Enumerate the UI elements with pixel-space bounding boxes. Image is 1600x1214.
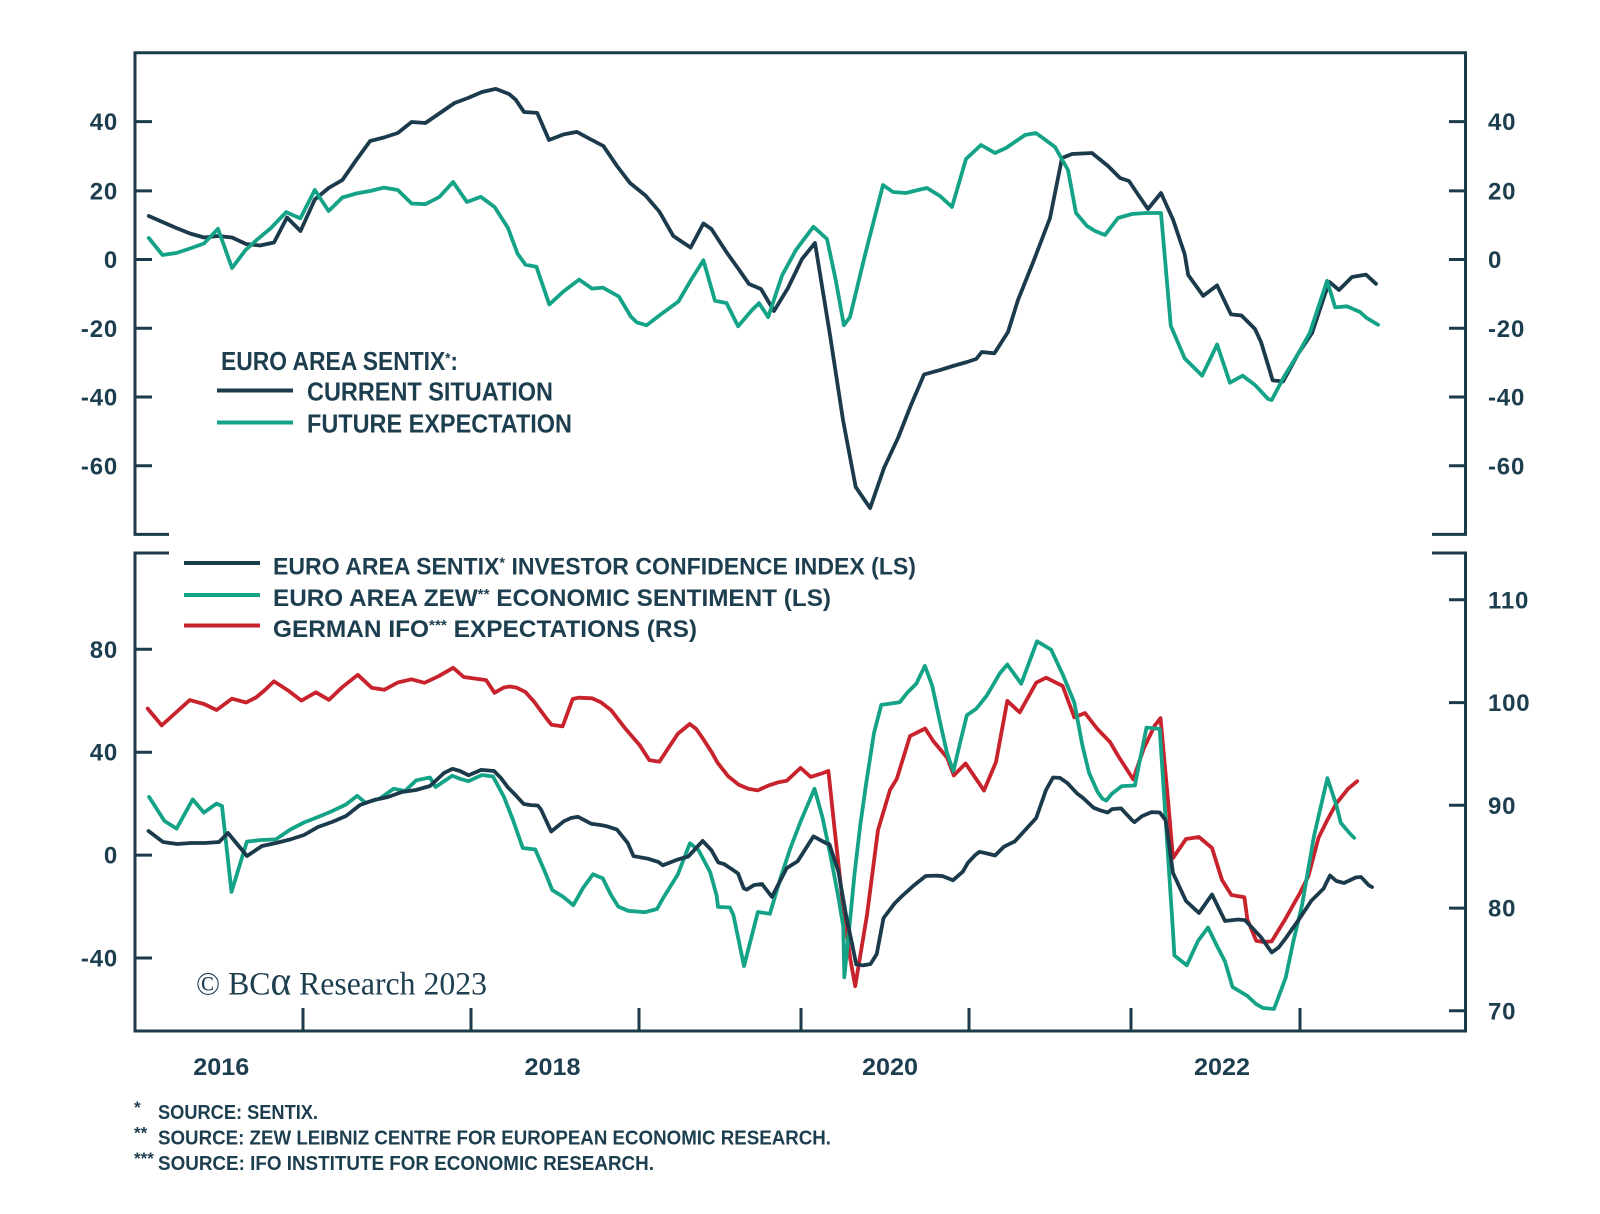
svg-text:-20: -20 <box>81 316 118 343</box>
svg-text:-40: -40 <box>81 946 118 973</box>
svg-text:SOURCE: SENTIX.: SOURCE: SENTIX. <box>158 1102 318 1124</box>
svg-text:***: *** <box>134 1149 154 1168</box>
svg-text:90: 90 <box>1488 793 1516 820</box>
svg-text:SOURCE: IFO INSTITUTE FOR ECON: SOURCE: IFO INSTITUTE FOR ECONOMIC RESEA… <box>158 1153 654 1175</box>
svg-text:100: 100 <box>1488 690 1530 717</box>
svg-text:-60: -60 <box>1488 453 1525 480</box>
svg-text:**: ** <box>134 1124 148 1143</box>
svg-text:110: 110 <box>1488 587 1529 614</box>
svg-text:40: 40 <box>90 109 118 136</box>
svg-text:-20: -20 <box>1488 316 1525 343</box>
svg-text:SOURCE: ZEW LEIBNIZ CENTRE FOR: SOURCE: ZEW LEIBNIZ CENTRE FOR EUROPEAN … <box>158 1128 831 1150</box>
svg-text:2016: 2016 <box>193 1054 249 1081</box>
svg-text:EURO AREA ZEW** ECONOMIC SENTI: EURO AREA ZEW ** ECONOMIC SENTIMENT (LS) <box>273 585 831 612</box>
svg-text:40: 40 <box>90 740 118 767</box>
svg-text:70: 70 <box>1488 998 1516 1025</box>
svg-text:0: 0 <box>104 247 118 274</box>
svg-text:EURO AREA SENTIX* INVESTOR CON: EURO AREA SENTIX* INVESTOR CONFIDENCE IN… <box>273 554 916 581</box>
svg-text:-40: -40 <box>81 385 118 412</box>
svg-text:CURRENT SITUATION: CURRENT SITUATION <box>307 377 553 407</box>
svg-text:GERMAN IFO*** EXPECTATIONS (RS: GERMAN IFO *** EXPECTATIONS (RS) <box>273 616 697 643</box>
svg-text:40: 40 <box>1488 109 1516 136</box>
svg-text:EURO AREA SENTIX*:: EURO AREA SENTIX*: <box>221 346 458 376</box>
svg-text:FUTURE EXPECTATION: FUTURE EXPECTATION <box>307 409 572 439</box>
svg-text:80: 80 <box>90 637 118 664</box>
svg-text:20: 20 <box>1488 178 1516 205</box>
svg-text:*: * <box>134 1098 141 1117</box>
svg-text:80: 80 <box>1488 896 1516 923</box>
svg-text:2020: 2020 <box>862 1054 918 1081</box>
svg-text:-60: -60 <box>81 453 118 480</box>
svg-text:0: 0 <box>1488 247 1502 274</box>
svg-text:0: 0 <box>104 843 118 870</box>
svg-text:2022: 2022 <box>1194 1054 1250 1081</box>
svg-text:2018: 2018 <box>525 1054 581 1081</box>
svg-text:20: 20 <box>90 178 118 205</box>
svg-text:-40: -40 <box>1488 385 1525 412</box>
